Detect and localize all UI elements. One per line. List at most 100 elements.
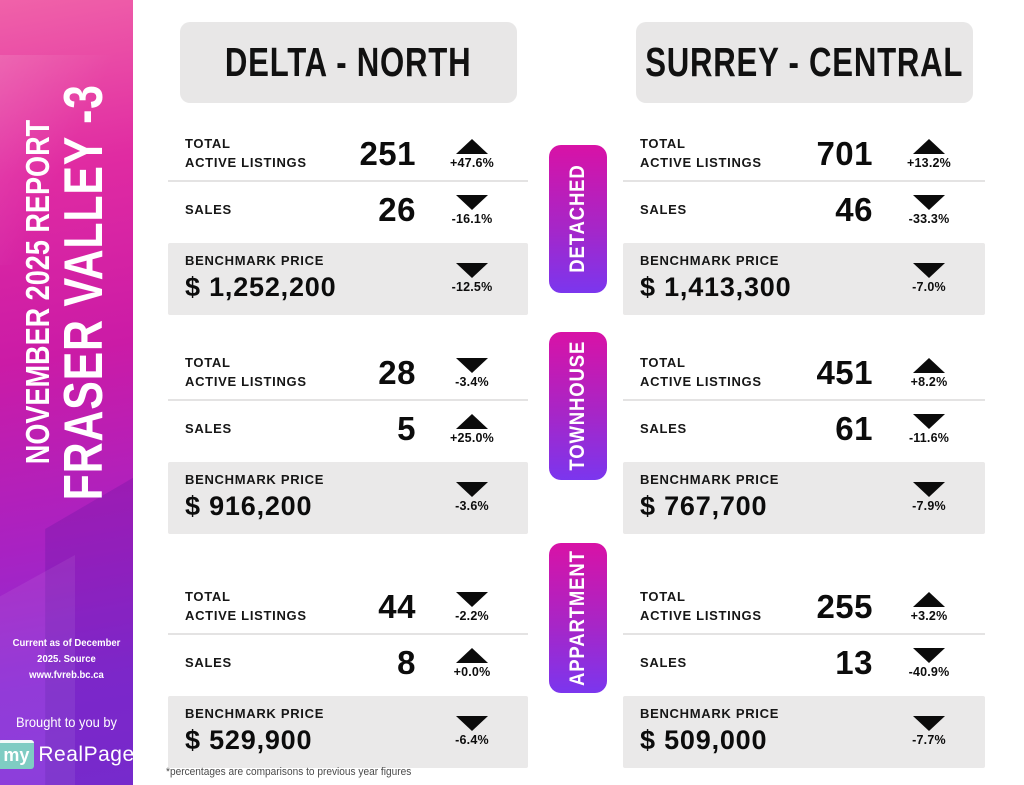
change-percent: -7.9% — [912, 498, 946, 513]
change-percent: +3.2% — [910, 608, 948, 623]
sidebar-title: NOVEMBER 2025 REPORT FRASER VALLEY -3 — [0, 57, 133, 527]
benchmark-row: BENCHMARK PRICE $ 509,000 -7.7% — [623, 696, 985, 768]
change-percent: -40.9% — [908, 664, 950, 679]
trend-arrow-icon — [913, 715, 945, 731]
trend-indicator: -3.4% — [416, 357, 528, 389]
trend-arrow-icon — [913, 481, 945, 497]
stat-value: 44 — [378, 588, 416, 625]
benchmark-row: BENCHMARK PRICE $ 529,900 -6.4% — [168, 696, 528, 768]
trend-arrow-icon — [913, 357, 945, 373]
trend-arrow-icon — [913, 194, 945, 210]
trend-arrow-icon — [913, 413, 945, 429]
change-percent: -12.5% — [451, 279, 493, 294]
category-label: TOWNHOUSE — [566, 341, 589, 471]
change-percent: -11.6% — [908, 430, 950, 445]
change-percent: +25.0% — [450, 430, 494, 445]
stat-block-appartment: TOTAL ACTIVE LISTINGS 255 +3.2% SALES 13… — [623, 583, 985, 768]
trend-indicator: -12.5% — [416, 262, 528, 294]
trend-arrow-icon — [456, 715, 488, 731]
change-percent: -3.4% — [455, 374, 489, 389]
stat-label: TOTAL ACTIVE LISTINGS — [640, 589, 762, 623]
change-percent: +8.2% — [910, 374, 948, 389]
trend-indicator: -40.9% — [873, 647, 985, 679]
trend-indicator: -7.0% — [873, 262, 985, 294]
stat-value: 5 — [397, 410, 416, 447]
trend-arrow-icon — [456, 138, 488, 154]
stat-label: SALES — [640, 201, 687, 217]
stat-block-detached: TOTAL ACTIVE LISTINGS 251 +47.6% SALES 2… — [168, 130, 528, 315]
change-percent: -16.1% — [451, 211, 493, 226]
trend-indicator: -2.2% — [416, 591, 528, 623]
change-percent: +0.0% — [453, 664, 491, 679]
benchmark-text: BENCHMARK PRICE $ 1,252,200 — [185, 253, 416, 303]
logo-brand-text: RealPage — [38, 742, 135, 766]
stat-value: 701 — [816, 135, 873, 172]
stat-row-listings: TOTAL ACTIVE LISTINGS 451 +8.2% — [623, 349, 985, 401]
stat-value: 26 — [378, 191, 416, 228]
trend-arrow-icon — [913, 591, 945, 607]
category-label: DETACHED — [566, 164, 589, 274]
benchmark-price: $ 767,700 — [640, 491, 768, 521]
stat-row-sales: SALES 46 -33.3% — [623, 182, 985, 238]
region-header: SURREY - CENTRAL — [635, 22, 973, 103]
stat-label: TOTAL ACTIVE LISTINGS — [640, 355, 762, 389]
benchmark-price: $ 1,413,300 — [640, 272, 792, 302]
trend-indicator: -6.4% — [416, 715, 528, 747]
stat-block-detached: TOTAL ACTIVE LISTINGS 701 +13.2% SALES 4… — [623, 130, 985, 315]
category-pill-detached: DETACHED — [549, 145, 607, 293]
stat-row-sales: SALES 13 -40.9% — [623, 635, 985, 691]
stat-label: SALES — [185, 420, 232, 436]
trend-indicator: +47.6% — [416, 138, 528, 170]
source-note: Current as of December 2025. Source www.… — [3, 636, 129, 684]
trend-indicator: -7.7% — [873, 715, 985, 747]
benchmark-label: BENCHMARK PRICE — [640, 706, 780, 721]
benchmark-label: BENCHMARK PRICE — [185, 472, 325, 487]
stat-value: 46 — [835, 191, 873, 228]
report-subtitle: NOVEMBER 2025 REPORT — [19, 119, 57, 465]
change-percent: -33.3% — [908, 211, 950, 226]
trend-indicator: -3.6% — [416, 481, 528, 513]
stat-label: TOTAL ACTIVE LISTINGS — [640, 136, 762, 170]
change-percent: -6.4% — [455, 732, 489, 747]
logo-my-badge: my — [0, 740, 35, 769]
stat-value: 61 — [835, 410, 873, 447]
stat-label: TOTAL ACTIVE LISTINGS — [185, 136, 307, 170]
stat-block-appartment: TOTAL ACTIVE LISTINGS 44 -2.2% SALES 8 +… — [168, 583, 528, 768]
brought-by-label: Brought to you by — [16, 714, 117, 730]
stat-label: SALES — [640, 654, 687, 670]
stat-value: 451 — [816, 354, 873, 391]
stat-row-listings: TOTAL ACTIVE LISTINGS 255 +3.2% — [623, 583, 985, 635]
trend-indicator: +0.0% — [416, 647, 528, 679]
benchmark-text: BENCHMARK PRICE $ 1,413,300 — [640, 253, 873, 303]
stat-row-sales: SALES 5 +25.0% — [168, 401, 528, 457]
trend-indicator: -33.3% — [873, 194, 985, 226]
benchmark-row: BENCHMARK PRICE $ 916,200 -3.6% — [168, 462, 528, 534]
benchmark-label: BENCHMARK PRICE — [640, 253, 780, 268]
stat-value: 251 — [359, 135, 416, 172]
change-percent: -7.7% — [912, 732, 946, 747]
stat-label: SALES — [185, 201, 232, 217]
trend-arrow-icon — [456, 591, 488, 607]
trend-indicator: +13.2% — [873, 138, 985, 170]
trend-arrow-icon — [456, 262, 488, 278]
benchmark-text: BENCHMARK PRICE $ 509,000 — [640, 706, 873, 756]
change-percent: +47.6% — [450, 155, 494, 170]
benchmark-row: BENCHMARK PRICE $ 1,252,200 -12.5% — [168, 243, 528, 315]
category-pill-townhouse: TOWNHOUSE — [549, 332, 607, 480]
stat-row-sales: SALES 8 +0.0% — [168, 635, 528, 691]
benchmark-text: BENCHMARK PRICE $ 916,200 — [185, 472, 416, 522]
stat-block-townhouse: TOTAL ACTIVE LISTINGS 451 +8.2% SALES 61… — [623, 349, 985, 534]
trend-indicator: +3.2% — [873, 591, 985, 623]
stat-label: SALES — [185, 654, 232, 670]
trend-arrow-icon — [456, 357, 488, 373]
stat-label: SALES — [640, 420, 687, 436]
benchmark-price: $ 916,200 — [185, 491, 313, 521]
source-line-1: Current as of December 2025. Source — [12, 638, 121, 665]
trend-arrow-icon — [913, 262, 945, 278]
benchmark-price: $ 1,252,200 — [185, 272, 337, 302]
stat-label: TOTAL ACTIVE LISTINGS — [185, 355, 307, 389]
stat-row-sales: SALES 26 -16.1% — [168, 182, 528, 238]
stat-row-listings: TOTAL ACTIVE LISTINGS 44 -2.2% — [168, 583, 528, 635]
benchmark-label: BENCHMARK PRICE — [640, 472, 780, 487]
